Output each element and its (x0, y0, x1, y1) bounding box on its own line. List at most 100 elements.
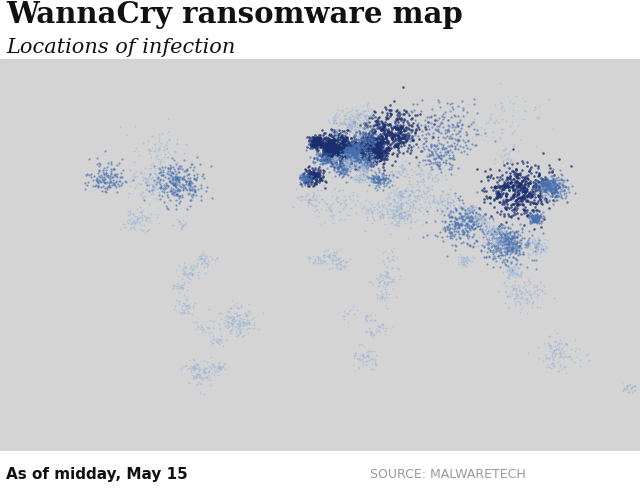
Point (327, 259, 337, 267)
Point (445, 217, 456, 225)
Point (367, 334, 377, 342)
Point (454, 203, 464, 211)
Point (446, 230, 456, 238)
Point (166, 185, 176, 193)
Point (470, 221, 481, 229)
Point (436, 119, 447, 127)
Point (471, 131, 481, 139)
Point (368, 134, 378, 142)
Point (371, 161, 381, 169)
Point (434, 153, 444, 161)
Point (147, 174, 157, 182)
Point (346, 139, 356, 147)
Point (196, 322, 206, 330)
Point (544, 363, 554, 371)
Point (189, 364, 199, 372)
Point (400, 207, 410, 215)
Point (185, 177, 195, 185)
Point (232, 320, 243, 328)
Point (128, 211, 138, 219)
Point (522, 193, 532, 201)
Point (374, 272, 385, 280)
Point (445, 114, 456, 122)
Point (380, 328, 390, 336)
Point (295, 179, 305, 187)
Point (307, 138, 317, 146)
Point (444, 210, 454, 218)
Point (381, 269, 391, 277)
Point (531, 244, 541, 253)
Point (358, 107, 368, 115)
Point (301, 171, 311, 179)
Point (331, 249, 341, 258)
Point (396, 115, 406, 123)
Point (345, 157, 355, 165)
Point (146, 176, 156, 184)
Point (333, 142, 344, 150)
Point (500, 255, 510, 263)
Point (360, 108, 371, 116)
Point (182, 274, 193, 282)
Point (326, 142, 336, 150)
Point (398, 209, 408, 217)
Point (532, 114, 542, 122)
Point (184, 276, 195, 284)
Point (144, 182, 154, 190)
Point (442, 100, 452, 108)
Point (200, 329, 210, 337)
Point (361, 141, 371, 149)
Point (355, 351, 365, 359)
Point (372, 138, 382, 146)
Point (359, 131, 369, 139)
Point (343, 140, 353, 148)
Point (333, 132, 343, 140)
Point (323, 144, 333, 152)
Point (381, 155, 392, 163)
Point (308, 171, 318, 179)
Point (321, 141, 332, 149)
Point (155, 176, 165, 184)
Point (156, 182, 166, 190)
Point (333, 150, 343, 158)
Point (518, 202, 528, 210)
Point (302, 144, 312, 152)
Point (506, 269, 516, 277)
Point (533, 245, 543, 254)
Point (395, 170, 405, 178)
Point (404, 122, 414, 130)
Point (164, 174, 174, 182)
Point (503, 234, 513, 242)
Point (462, 227, 472, 235)
Point (457, 230, 467, 238)
Point (387, 214, 397, 222)
Point (331, 155, 341, 163)
Point (395, 192, 405, 200)
Point (173, 218, 184, 226)
Point (326, 154, 337, 162)
Point (508, 211, 518, 219)
Point (340, 146, 351, 154)
Point (434, 200, 444, 208)
Point (391, 126, 401, 134)
Point (422, 153, 432, 161)
Point (518, 181, 529, 189)
Point (531, 214, 541, 222)
Point (374, 125, 385, 133)
Point (533, 291, 543, 299)
Point (301, 173, 311, 181)
Point (442, 223, 452, 231)
Point (388, 124, 399, 132)
Point (412, 112, 422, 120)
Point (516, 225, 527, 233)
Point (206, 363, 216, 371)
Point (353, 124, 363, 132)
Point (364, 146, 374, 154)
Point (442, 127, 452, 135)
Point (531, 181, 541, 189)
Point (528, 217, 538, 225)
Point (529, 219, 539, 227)
Point (533, 116, 543, 124)
Point (536, 182, 547, 190)
Point (355, 142, 365, 150)
Point (331, 145, 341, 153)
